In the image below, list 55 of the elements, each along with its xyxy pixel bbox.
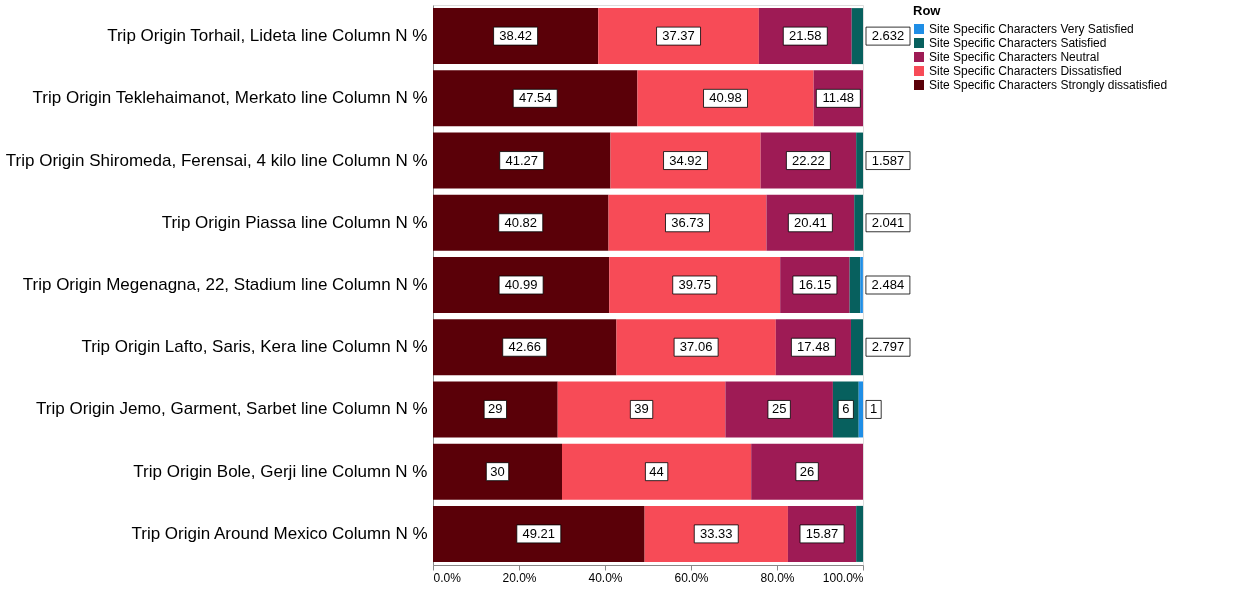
legend-label: Site Specific Characters Neutral	[929, 50, 1100, 64]
x-tick-label: 20.0%	[502, 570, 537, 585]
x-tick-label: 60.0%	[674, 570, 709, 585]
y-tick-label: Trip Origin Piassa line Column N %	[161, 212, 428, 232]
data-label: 2.632	[871, 28, 905, 44]
x-tick-label: 0.0%	[433, 570, 462, 585]
data-label: 36.73	[671, 214, 704, 230]
data-label: 1.587	[871, 152, 905, 168]
y-tick-label: Trip Origin Lafto, Saris, Kera line Column N %	[81, 337, 428, 357]
data-label: 25	[771, 401, 787, 417]
y-tick-label: Trip Origin Megenagna, 22, Stadium line Column N %	[22, 275, 428, 294]
data-label: 2.797	[871, 339, 905, 355]
data-label: 40.98	[709, 90, 742, 106]
data-label: 26	[799, 463, 815, 479]
data-label: 20.41	[794, 214, 827, 230]
legend-title: Row	[913, 3, 942, 18]
data-label: 1	[869, 401, 878, 417]
y-tick-label: Trip Origin Jemo, Garment, Sarbet line Column N %	[36, 399, 428, 419]
data-label: 40.82	[504, 214, 538, 230]
data-label: 2.041	[871, 214, 905, 230]
data-label: 37.37	[662, 28, 695, 44]
y-tick-label: Trip Origin Around Mexico Column N %	[131, 523, 428, 543]
y-tick-label: Trip Origin Torhail, Lideta line Column N %	[107, 26, 428, 46]
legend-label: Site Specific Characters Satisfied	[929, 36, 1107, 50]
data-label: 39	[634, 401, 649, 417]
y-tick-label: Trip Origin Bole, Gerji line Column N %	[133, 461, 428, 481]
data-label: 15.87	[805, 525, 839, 541]
data-label: 49.21	[522, 525, 556, 541]
data-label: 33.33	[699, 525, 733, 541]
x-tick-label: 80.0%	[760, 570, 795, 585]
data-label: 38.42	[499, 28, 532, 44]
data-label: 34.92	[669, 152, 702, 168]
data-label: 44	[649, 463, 664, 479]
x-tick-label: 40.0%	[588, 570, 623, 585]
y-tick-label: Trip Origin Shiromeda, Ferensai, 4 kilo line Column N %	[5, 150, 428, 170]
legend-label: Site Specific Characters Strongly dissatisfied	[929, 78, 1168, 92]
data-label: 2.484	[871, 277, 905, 292]
data-label: 39.75	[678, 277, 711, 292]
data-label: 40.99	[504, 277, 538, 292]
data-label: 30	[490, 463, 505, 479]
legend-label: Site Specific Characters Very Satisfied	[929, 22, 1134, 36]
x-tick-label: 100.0%	[822, 570, 864, 585]
data-label: 29	[488, 401, 503, 417]
data-label: 17.48	[797, 339, 830, 355]
data-label: 11.48	[822, 90, 855, 106]
data-label: 42.66	[508, 339, 541, 355]
data-label: 37.06	[679, 339, 713, 355]
data-label: 16.15	[798, 277, 832, 292]
y-tick-label: Trip Origin Teklehaimanot, Merkato line Column N %	[32, 88, 428, 108]
data-label: 21.58	[789, 28, 822, 44]
legend-label: Site Specific Characters Dissatisfied	[929, 64, 1122, 78]
data-label: 22.22	[792, 152, 825, 168]
data-label: 47.54	[518, 90, 552, 106]
data-label: 6	[842, 401, 850, 417]
data-label: 41.27	[505, 152, 538, 168]
